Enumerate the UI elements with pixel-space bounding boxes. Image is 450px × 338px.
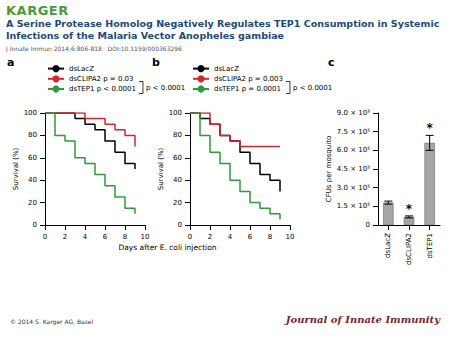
svg-text:2: 2	[63, 233, 67, 241]
svg-text:80: 80	[28, 131, 37, 139]
svg-text:dsTEP1 p = 0.0001: dsTEP1 p = 0.0001	[214, 85, 281, 93]
svg-text:80: 80	[173, 131, 182, 139]
html-text:J Innate Immun 2014;6:806-818: J Innate Immun 2014;6:806-818 · DOI:10.1…	[6, 45, 182, 52]
svg-text:2: 2	[208, 233, 212, 241]
svg-text:c: c	[328, 56, 335, 69]
svg-text:p < 0.0001: p < 0.0001	[293, 84, 332, 92]
svg-text:0: 0	[43, 233, 47, 241]
svg-text:0: 0	[188, 233, 192, 241]
html-text:A Serine Protease Homolog Nega: A Serine Protease Homolog Negatively Reg…	[6, 18, 440, 41]
svg-text:60: 60	[173, 154, 182, 162]
svg-text:dsLacZ: dsLacZ	[214, 65, 239, 73]
svg-text:dsCLIPA2 p = 0.03: dsCLIPA2 p = 0.03	[69, 75, 134, 83]
svg-text:*: *	[406, 202, 413, 216]
svg-text:p < 0.0001: p < 0.0001	[146, 84, 185, 92]
svg-text:dsLacZ: dsLacZ	[69, 65, 94, 73]
svg-text:Survival (%): Survival (%)	[157, 147, 165, 190]
svg-text:60: 60	[28, 154, 37, 162]
svg-text:dsTEP1 p < 0.0001: dsTEP1 p < 0.0001	[69, 85, 136, 93]
svg-text:20: 20	[173, 199, 182, 207]
svg-text:6: 6	[103, 233, 108, 241]
svg-text:dsCLIPA2: dsCLIPA2	[405, 233, 413, 265]
svg-text:100: 100	[169, 109, 182, 117]
svg-text:6.0 × 10⁵: 6.0 × 10⁵	[337, 146, 370, 154]
svg-text:dsLacZ: dsLacZ	[384, 233, 392, 258]
svg-text:9.0 × 10⁵: 9.0 × 10⁵	[337, 109, 370, 117]
svg-text:1.5 × 10⁵: 1.5 × 10⁵	[337, 202, 370, 210]
svg-text:b: b	[152, 56, 160, 69]
svg-text:40: 40	[173, 176, 182, 184]
svg-text:0: 0	[178, 221, 182, 229]
svg-text:6: 6	[248, 233, 253, 241]
svg-text:0: 0	[366, 221, 370, 229]
svg-text:4: 4	[83, 233, 88, 241]
svg-text:Days after E. coli injection: Days after E. coli injection	[118, 243, 216, 252]
svg-text:a: a	[7, 56, 14, 69]
svg-text:0: 0	[33, 221, 37, 229]
html-text:Journal of Innate Immunity: Journal of Innate Immunity	[285, 314, 440, 325]
svg-text:dsCLIPA2 p = 0.003: dsCLIPA2 p = 0.003	[214, 75, 283, 83]
svg-text:3.0 × 10⁵: 3.0 × 10⁵	[337, 184, 370, 192]
svg-text:4: 4	[228, 233, 233, 241]
svg-text:10: 10	[141, 233, 150, 241]
svg-text:dsTEP1: dsTEP1	[426, 233, 434, 258]
svg-text:8: 8	[123, 233, 127, 241]
svg-text:100: 100	[24, 109, 37, 117]
svg-text:8: 8	[268, 233, 272, 241]
svg-text:4.5 × 10⁵: 4.5 × 10⁵	[337, 165, 370, 173]
svg-text:CFUs per mosquito: CFUs per mosquito	[325, 136, 333, 202]
svg-text:Survival (%): Survival (%)	[12, 147, 20, 190]
html-text:KARGER: KARGER	[6, 3, 69, 18]
svg-text:20: 20	[28, 199, 37, 207]
svg-text:40: 40	[28, 176, 37, 184]
svg-text:*: *	[427, 121, 434, 135]
html-text:© 2014 S. Karger AG, Basel: © 2014 S. Karger AG, Basel	[10, 318, 94, 325]
svg-text:10: 10	[286, 233, 295, 241]
svg-text:7.5 × 10⁵: 7.5 × 10⁵	[337, 128, 370, 136]
